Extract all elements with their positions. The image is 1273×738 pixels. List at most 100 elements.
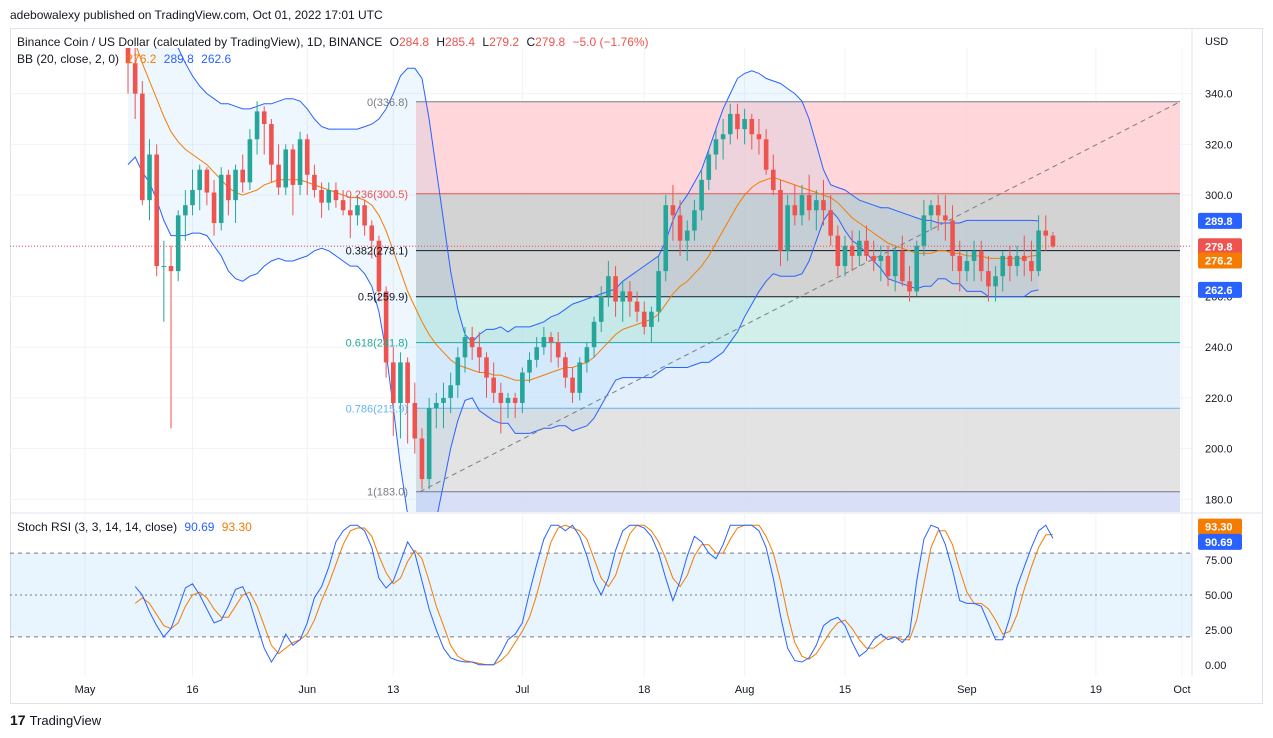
bb-legend[interactable]: BB (20, close, 2, 0) 276.2 289.8 262.6: [17, 52, 235, 66]
y-tick-label: 340.0: [1205, 89, 1233, 101]
candle-body: [598, 296, 604, 322]
candle-body: [878, 255, 884, 261]
candle-body: [921, 215, 927, 246]
fib-zone: [416, 296, 1180, 343]
candle-body: [677, 215, 683, 241]
candle-body: [1043, 230, 1049, 236]
candle-body: [1036, 230, 1041, 272]
stoch-k-tag-bg: [1198, 533, 1242, 550]
close-value: C279.8: [526, 35, 566, 49]
bb-basis-tag-bg: [1198, 252, 1242, 269]
candle-body: [727, 113, 733, 135]
candle-body: [864, 240, 869, 256]
stoch-d-tag-bg: [1198, 518, 1242, 535]
candle-body: [491, 377, 496, 393]
candle-body: [892, 250, 898, 277]
candle-body: [462, 337, 468, 358]
candle-body: [204, 169, 210, 193]
candle-body: [448, 385, 453, 398]
footer-brand[interactable]: 17 TradingView: [10, 712, 101, 728]
bb-label: BB (20, close, 2, 0): [17, 52, 120, 66]
bb-low-value: 262.6: [201, 52, 232, 66]
candle-body: [147, 154, 152, 201]
candle-body: [627, 291, 633, 302]
candle-body: [649, 311, 654, 327]
currency-label: USD: [1205, 36, 1228, 48]
candle-body: [140, 93, 145, 201]
fib-level-label: 0.5(259.9): [358, 292, 408, 304]
fib-level-label: 1(183.0): [367, 487, 408, 499]
candle-body: [455, 357, 461, 386]
candle-body: [591, 321, 597, 348]
candle-body: [269, 124, 274, 165]
candle-body: [512, 397, 518, 403]
fib-level-label: 0.786(215.9): [346, 403, 408, 415]
x-tick-label: 18: [638, 684, 650, 696]
candle-body: [484, 357, 489, 378]
candle-body: [720, 134, 726, 140]
stoch-legend[interactable]: Stoch RSI (3, 3, 14, 14, close) 90.69 93…: [17, 520, 256, 534]
fib-level-label: 0(336.8): [367, 97, 408, 109]
bb-lower-tag: 262.6: [1205, 285, 1233, 297]
x-tick-label: 19: [1090, 684, 1102, 696]
candle-body: [555, 342, 561, 358]
candle-body: [885, 255, 891, 277]
candle-body: [183, 205, 188, 216]
candle-body: [928, 205, 934, 216]
symbol-title: Binance Coin / US Dollar (calculated by …: [17, 35, 383, 49]
candle-body: [670, 205, 676, 216]
candle-body: [362, 205, 367, 226]
x-tick-label: 13: [387, 684, 399, 696]
x-tick-label: Jun: [298, 684, 316, 696]
candle-body: [469, 337, 475, 348]
fib-level-label: 0.382(278.1): [346, 246, 408, 258]
candle-body: [520, 372, 525, 403]
stoch-k-tag: 90.69: [1205, 537, 1233, 549]
candle-body: [340, 200, 346, 211]
x-tick-label: May: [75, 684, 96, 696]
candle-body: [541, 337, 547, 348]
candle-body: [211, 192, 217, 223]
candle-body: [1007, 255, 1013, 267]
change-value: −5.0 (−1.76%): [572, 35, 649, 49]
candle-body: [168, 266, 174, 272]
bb-mid-value: 276.2: [126, 52, 157, 66]
candle-body: [692, 210, 697, 231]
candle-body: [756, 134, 762, 140]
candle-body: [943, 215, 948, 221]
candle-body: [771, 169, 776, 190]
candle-body: [684, 230, 690, 241]
candle-body: [641, 311, 647, 327]
stoch-d-tag: 93.30: [1205, 522, 1233, 534]
stoch-k-line: [134, 524, 1054, 666]
candle-body: [369, 225, 375, 241]
candle-body: [1014, 255, 1020, 267]
bb-band-fill: [128, 48, 1039, 512]
open-value: O284.8: [389, 35, 429, 49]
candle-body: [986, 271, 991, 287]
candle-body: [835, 235, 841, 267]
candle-body: [935, 205, 941, 216]
candle-body: [283, 149, 289, 188]
candle-body: [563, 357, 568, 378]
candle-body: [326, 189, 332, 203]
y-tick-label: 220.0: [1205, 393, 1233, 405]
x-tick-label: Aug: [735, 684, 755, 696]
bb-upper-tag-bg: [1198, 212, 1242, 229]
stoch-pane: [10, 524, 1192, 666]
low-value: L279.2: [482, 35, 520, 49]
y-tick-label: 200.0: [1205, 444, 1233, 456]
bb-basis-tag: 276.2: [1205, 255, 1233, 267]
candle-body: [713, 139, 719, 155]
candle-body: [319, 189, 324, 203]
high-value: H285.4: [436, 35, 476, 49]
price-legend: Binance Coin / US Dollar (calculated by …: [17, 35, 653, 49]
candle-body: [297, 139, 303, 185]
candle-body: [857, 240, 862, 256]
candle-body: [498, 392, 504, 403]
fib-zone: [416, 408, 1180, 492]
candle-body: [570, 377, 575, 393]
candle-body: [792, 205, 798, 216]
candle-body: [993, 276, 998, 287]
